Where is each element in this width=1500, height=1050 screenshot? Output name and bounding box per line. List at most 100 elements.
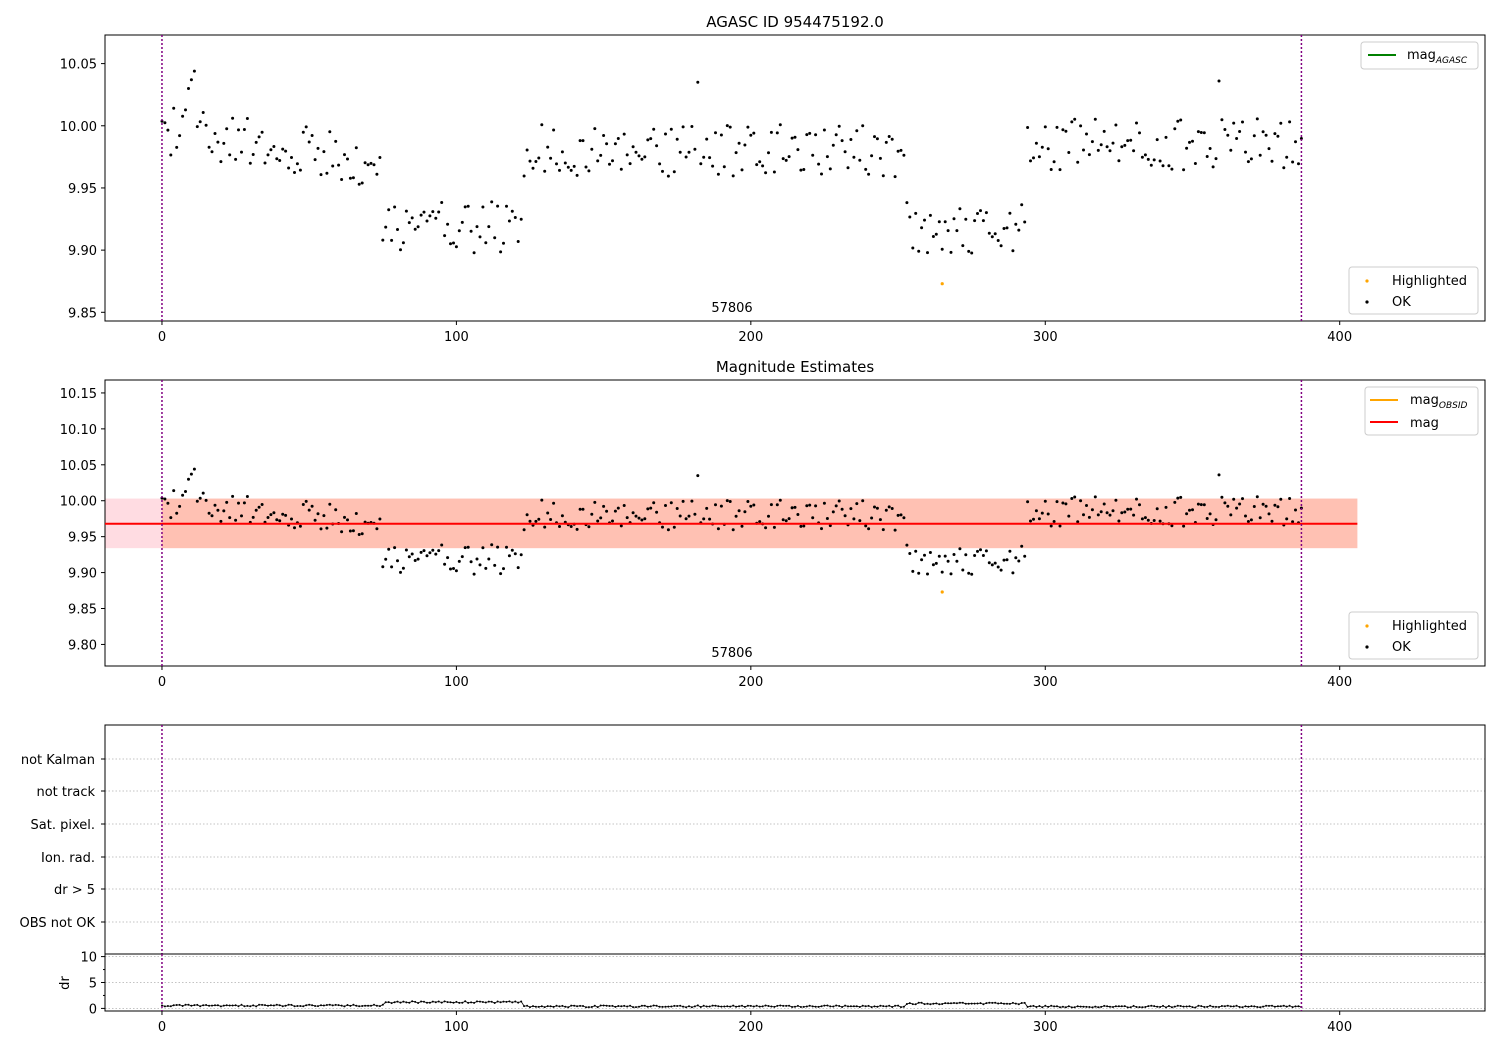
ok-point [375, 527, 379, 531]
dr-point [1241, 1006, 1244, 1009]
ok-point [348, 529, 352, 533]
ok-point [396, 228, 399, 231]
ok-point [1252, 134, 1256, 138]
ok-point [225, 127, 229, 131]
dr-point [499, 1001, 502, 1004]
dr-point [532, 1005, 534, 1008]
ok-point [213, 503, 217, 507]
dr-point [334, 1003, 337, 1006]
ok-point [1117, 159, 1121, 163]
ok-point [210, 514, 214, 518]
dr-point [1144, 1006, 1147, 1008]
ok-point [281, 512, 285, 516]
ok-point [457, 229, 461, 233]
dr-point [1138, 1006, 1141, 1009]
ok-point [1264, 504, 1268, 508]
ok-point [852, 155, 856, 159]
ok-point [731, 174, 735, 178]
ok-point [407, 555, 411, 559]
ok-point [840, 507, 844, 511]
ok-point [201, 491, 205, 495]
ok-point [434, 552, 438, 556]
ok-point [301, 130, 305, 134]
dr-point [1085, 1005, 1088, 1008]
ok-point [546, 145, 550, 149]
ok-point [669, 501, 673, 505]
ok-point [1029, 519, 1032, 523]
ok-point [1273, 132, 1277, 136]
ok-point [1226, 133, 1230, 137]
ok-point [569, 525, 573, 528]
ok-point [1085, 504, 1088, 507]
dr-point [849, 1005, 852, 1008]
ok-point [1167, 164, 1171, 168]
ok-point [1046, 512, 1050, 516]
ok-point [1179, 118, 1183, 122]
ok-point [934, 232, 938, 236]
dr-point [1232, 1005, 1235, 1008]
ok-point [1002, 558, 1006, 562]
ok-point [881, 174, 885, 178]
ok-point [387, 547, 391, 551]
ok-point [867, 527, 871, 531]
ok-point [690, 125, 694, 128]
ok-point [189, 78, 193, 82]
legend-label-mag-obsid: mag [1410, 393, 1439, 408]
ok-point [1246, 160, 1250, 164]
ok-point [1294, 140, 1297, 144]
ok-point [558, 525, 561, 528]
dr-point [417, 1002, 420, 1004]
dr-point [367, 1004, 370, 1007]
dr-point [605, 1004, 608, 1007]
ok-point [943, 220, 947, 224]
ok-point [181, 493, 185, 497]
dr-point [629, 1004, 632, 1007]
ok-point [351, 176, 355, 180]
dr-point [502, 1000, 505, 1003]
ok-point [749, 504, 753, 508]
dr-point [1112, 1006, 1114, 1008]
ok-point [184, 108, 187, 112]
dr-point [749, 1004, 752, 1007]
ok-point [1143, 516, 1147, 520]
ok-point [699, 162, 703, 166]
ok-point [1008, 211, 1012, 215]
dr-point [741, 1004, 743, 1007]
dr-point [434, 1001, 437, 1004]
ok-point [1282, 166, 1286, 170]
ok-point [457, 559, 461, 563]
ok-point [1140, 517, 1144, 521]
dr-point [638, 1005, 640, 1008]
ok-point [987, 231, 991, 235]
dr-point [1188, 1005, 1191, 1008]
ok-point [552, 128, 556, 132]
dr-point [991, 1001, 994, 1004]
y-tick-label: 5 [89, 977, 97, 992]
dr-point [408, 1001, 411, 1004]
ok-point [481, 205, 485, 209]
ok-point [375, 172, 379, 176]
ok-point [278, 159, 282, 162]
ok-point [837, 124, 841, 128]
dr-point [955, 1002, 958, 1005]
ok-point [955, 229, 959, 233]
ok-point [172, 106, 176, 110]
ok-point [446, 556, 450, 560]
ok-point [254, 508, 258, 512]
ok-point [387, 208, 391, 212]
legend-label-ok-2: OK [1392, 640, 1411, 655]
dr-series-line [161, 1000, 1302, 1008]
dr-point [1279, 1005, 1282, 1008]
y-axis-dr: 0 5 10 [80, 951, 105, 1017]
dr-point [1212, 1005, 1215, 1008]
ok-point [1208, 512, 1212, 516]
ok-point [1102, 129, 1106, 133]
ok-point [266, 153, 270, 157]
ok-point [1149, 163, 1153, 167]
dr-point [1047, 1005, 1050, 1008]
ok-point [820, 527, 823, 531]
legend-mag-agasc: magAGASC [1360, 41, 1479, 70]
dr-point [852, 1005, 855, 1008]
ok-point [1199, 131, 1203, 134]
flag-label-not-kalman: not Kalman [21, 753, 95, 768]
